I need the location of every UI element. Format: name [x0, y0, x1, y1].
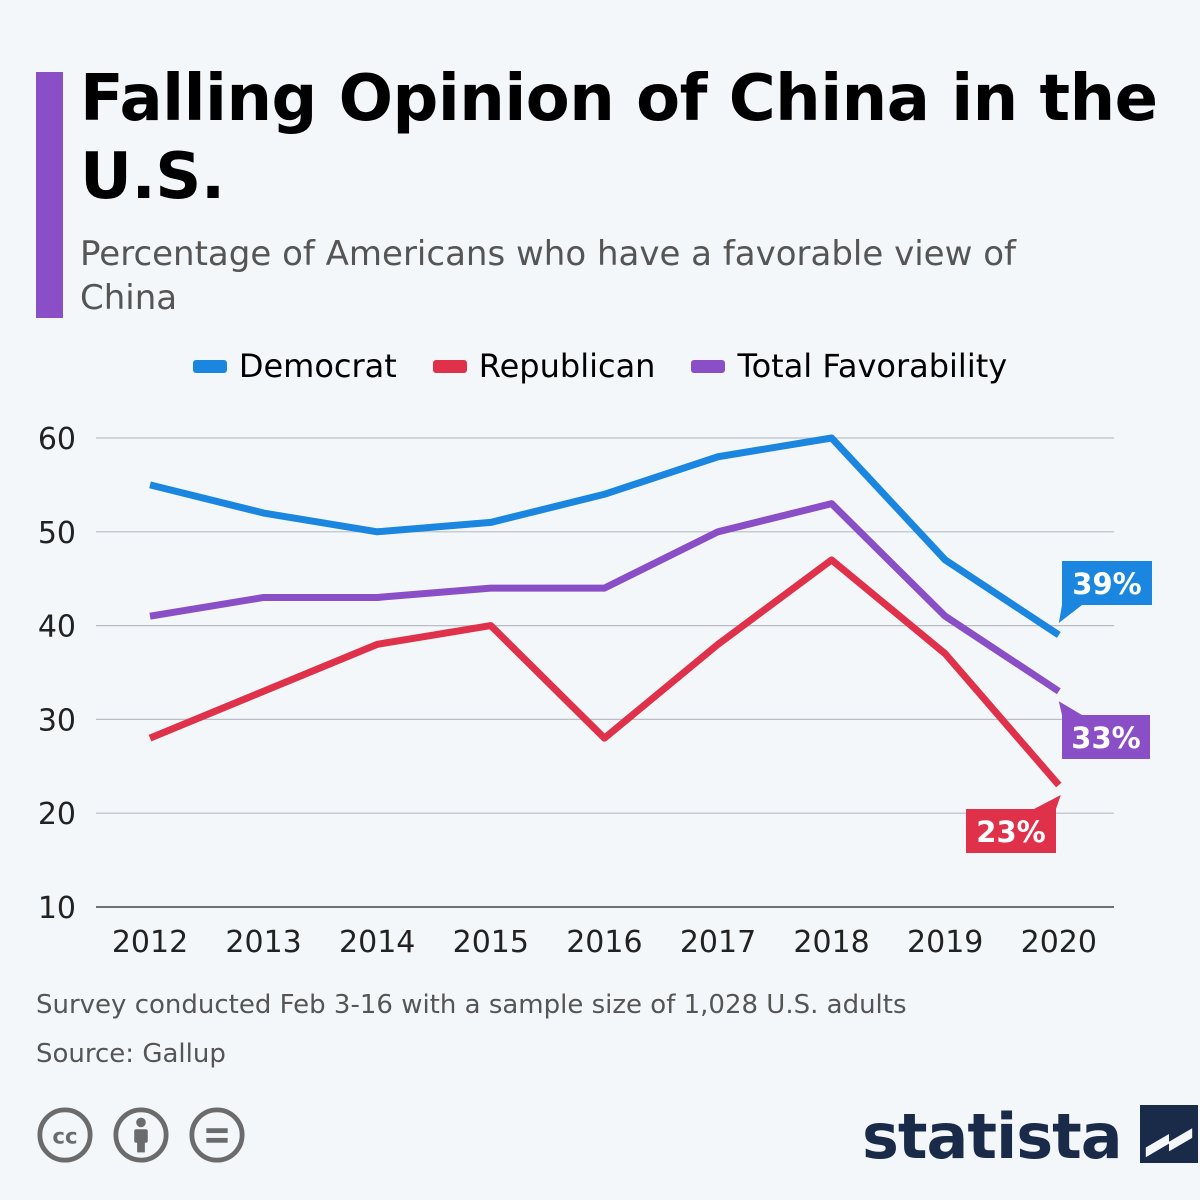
y-tick-label: 30 [38, 703, 76, 738]
end-label-pointer [1058, 605, 1082, 623]
x-tick-label: 2018 [793, 925, 869, 960]
source-note: Source: Gallup [36, 1039, 226, 1069]
end-label-value: 23% [976, 815, 1045, 849]
x-tick-label: 2012 [112, 925, 188, 960]
x-tick-label: 2017 [680, 925, 756, 960]
y-tick-label: 20 [38, 797, 76, 832]
legend-item-democrat: Democrat [192, 347, 397, 385]
brand-name: statista [862, 1100, 1123, 1173]
legend-item-republican: Republican [432, 347, 656, 385]
x-tick-label: 2014 [339, 925, 415, 960]
end-label-pointer [1034, 795, 1061, 809]
y-tick-label: 10 [38, 891, 76, 926]
series-lines [148, 434, 1062, 788]
y-tick-label: 50 [38, 516, 76, 551]
y-axis-ticks: 10 20 30 40 50 60 [38, 422, 76, 926]
title-accent-bar [36, 72, 63, 318]
legend-label-democrat: Democrat [238, 347, 397, 385]
chart-subtitle: Percentage of Americans who have a favor… [80, 234, 1016, 318]
legend-swatch-democrat [192, 359, 227, 373]
legend-label-total: Total Favorability [737, 347, 1008, 385]
no-derivatives-icon[interactable] [188, 1106, 246, 1164]
legend: Democrat Republican Total Favorability [0, 347, 1200, 385]
statista-logo[interactable]: statista [862, 1100, 1198, 1173]
x-axis-ticks: 2012 2013 2014 2015 2016 2017 2018 2019 2020 [112, 925, 1097, 960]
cc-icon[interactable]: cc [36, 1106, 94, 1164]
grid-lines [96, 437, 1114, 908]
legend-item-total: Total Favorability [691, 347, 1007, 385]
x-tick-label: 2015 [453, 925, 529, 960]
end-label-box-total-favorability [1062, 715, 1150, 759]
x-tick-label: 2019 [907, 925, 983, 960]
legend-swatch-total [691, 359, 726, 373]
x-tick-label: 2020 [1021, 925, 1097, 960]
end-labels: 39% 33% 23% [966, 561, 1152, 853]
y-tick-label: 40 [38, 610, 76, 645]
end-label-box-republican [966, 809, 1056, 853]
series-line-total-favorability [149, 500, 1061, 695]
end-label-value: 33% [1071, 721, 1140, 755]
legend-swatch-republican [432, 359, 467, 373]
y-tick-label: 60 [38, 422, 76, 457]
license-icons: cc [36, 1106, 246, 1164]
statista-mark-icon [1139, 1105, 1198, 1168]
series-line-republican [148, 556, 1062, 788]
svg-text:cc: cc [52, 1125, 77, 1150]
series-line-democrat [149, 434, 1061, 638]
legend-label-republican: Republican [478, 347, 656, 385]
chart-title: Falling Opinion of China in the U.S. [80, 62, 1158, 214]
attribution-icon[interactable] [112, 1106, 170, 1164]
end-label-pointer [1058, 701, 1082, 715]
x-tick-label: 2013 [225, 925, 301, 960]
end-label-value: 39% [1072, 567, 1141, 601]
end-label-box-democrat [1062, 561, 1152, 605]
survey-footnote: Survey conducted Feb 3-16 with a sample … [36, 990, 907, 1020]
x-tick-label: 2016 [566, 925, 642, 960]
